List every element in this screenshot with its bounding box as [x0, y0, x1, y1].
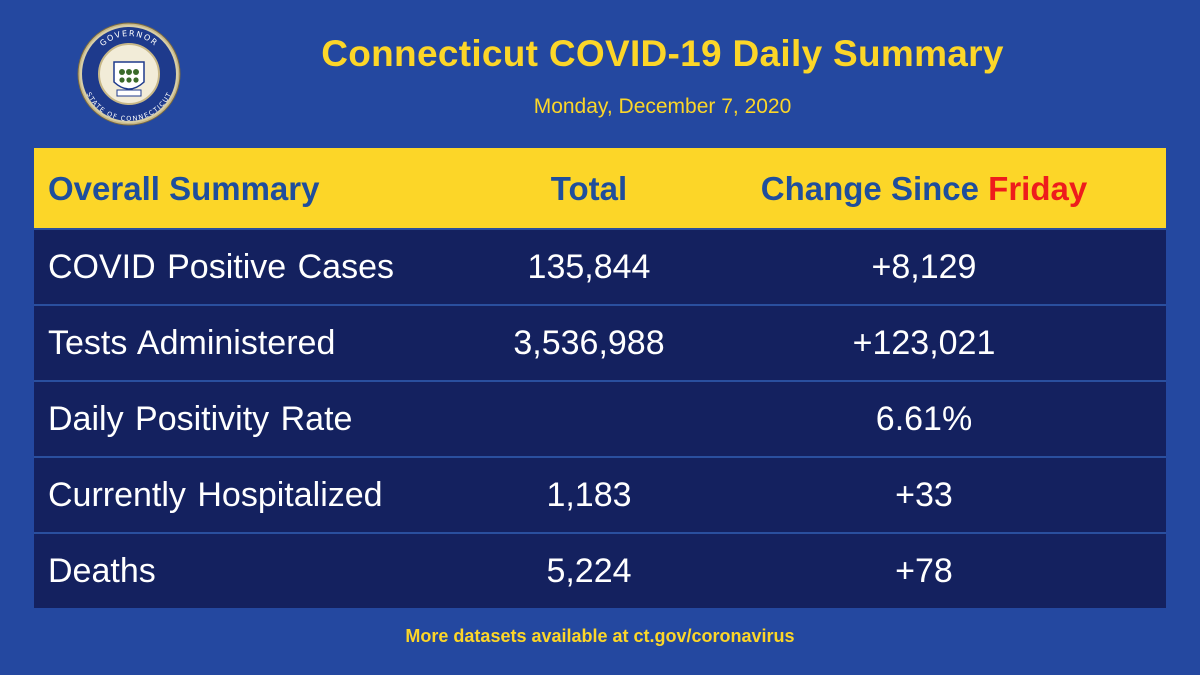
footer-note: More datasets available at ct.gov/corona…	[405, 626, 795, 646]
row-total: 135,844	[527, 248, 651, 286]
row-label: Currently Hospitalized	[48, 476, 383, 514]
state-seal-logo: GOVERNOR STATE OF CONNECTICUT	[77, 22, 181, 126]
row-total: 5,224	[546, 552, 632, 590]
row-change: +78	[895, 552, 953, 590]
row-total: 3,536,988	[513, 324, 665, 362]
row-change: 6.61%	[875, 400, 973, 438]
row-label: Deaths	[48, 552, 156, 590]
change-label-day: Friday	[988, 170, 1088, 207]
table-row-hospitalized: Currently Hospitalized 1,183 +33	[34, 456, 1166, 532]
table-row-positive-cases: COVID Positive Cases 135,844 +8,129	[34, 228, 1166, 304]
row-label: COVID Positive Cases	[48, 248, 394, 286]
table-header-row: Overall Summary Total Change Since Frida…	[34, 148, 1166, 228]
row-change: +123,021	[852, 324, 996, 362]
row-change: +33	[895, 476, 953, 514]
report-date: Monday, December 7, 2020	[533, 95, 792, 118]
row-change: +8,129	[871, 248, 977, 286]
table-row-tests-administered: Tests Administered 3,536,988 +123,021	[34, 304, 1166, 380]
row-label: Daily Positivity Rate	[48, 400, 353, 438]
row-total: 1,183	[546, 476, 632, 514]
column-header-change: Change Since Friday	[714, 170, 1134, 208]
column-header-summary: Overall Summary	[48, 170, 320, 207]
column-header-total: Total	[550, 170, 628, 207]
table-row-deaths: Deaths 5,224 +78	[34, 532, 1166, 608]
page-title: Connecticut COVID-19 Daily Summary	[321, 33, 1004, 74]
row-label: Tests Administered	[48, 324, 336, 362]
summary-table: Overall Summary Total Change Since Frida…	[34, 148, 1166, 608]
change-label-prefix: Change Since	[760, 170, 979, 207]
table-row-positivity-rate: Daily Positivity Rate 6.61%	[34, 380, 1166, 456]
